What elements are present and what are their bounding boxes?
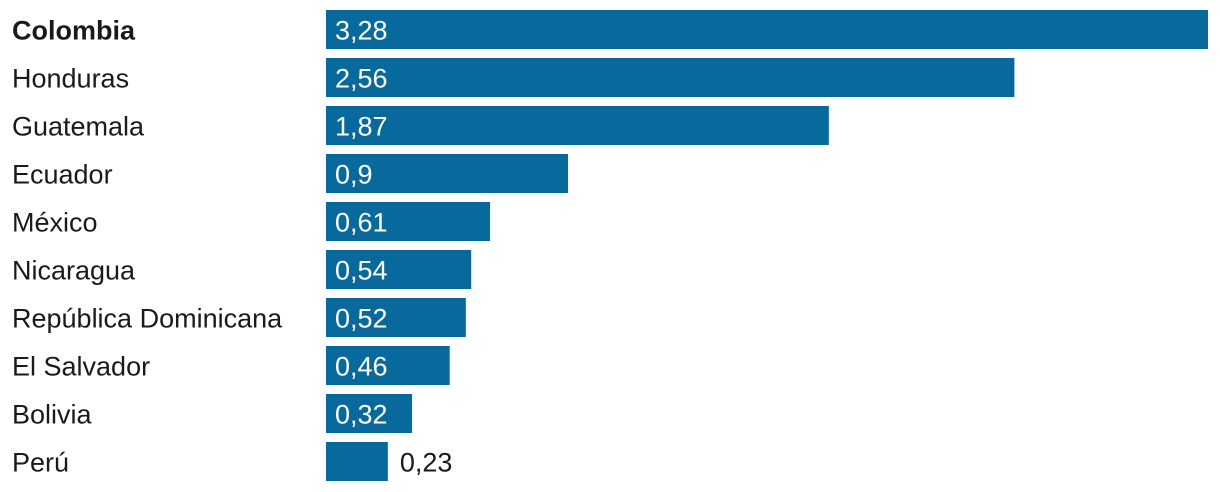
bar-row: Honduras 2,56 — [12, 58, 1015, 97]
bar-row: Nicaragua 0,54 — [12, 250, 472, 289]
category-label: Honduras — [12, 64, 129, 94]
value-label: 0,54 — [335, 256, 388, 286]
value-label: 0,9 — [335, 160, 373, 190]
bar-row: El Salvador 0,46 — [12, 346, 450, 385]
category-label: Bolivia — [12, 400, 93, 430]
value-label: 3,28 — [335, 16, 388, 46]
value-label: 0,46 — [335, 352, 388, 382]
value-label: 0,32 — [335, 400, 388, 430]
bar-row: Guatemala 1,87 — [12, 106, 829, 145]
category-label: Nicaragua — [12, 256, 136, 286]
bar-row: Bolivia 0,32 — [12, 394, 413, 433]
category-label: El Salvador — [12, 352, 150, 382]
value-label: 0,61 — [335, 208, 388, 238]
category-label: Perú — [12, 448, 69, 478]
bar — [326, 202, 491, 241]
category-label: República Dominicana — [12, 304, 283, 334]
bar — [326, 394, 413, 433]
bar — [326, 298, 466, 337]
bar-row: México 0,61 — [12, 202, 491, 241]
bar — [326, 58, 1015, 97]
value-label: 0,52 — [335, 304, 388, 334]
category-label: Guatemala — [12, 112, 145, 142]
bar — [326, 250, 472, 289]
bar — [326, 10, 1208, 49]
bar-row: República Dominicana 0,52 — [12, 298, 466, 337]
bar — [326, 154, 569, 193]
bar — [326, 106, 829, 145]
bar — [326, 346, 450, 385]
bar-row: Colombia 3,28 — [12, 10, 1208, 49]
category-label: Ecuador — [12, 160, 113, 190]
bar-row: Ecuador 0,9 — [12, 154, 569, 193]
value-label: 2,56 — [335, 64, 388, 94]
category-label: México — [12, 208, 98, 238]
value-label: 0,23 — [400, 448, 453, 478]
bar-row: Perú 0,23 — [12, 442, 452, 481]
bar — [326, 442, 388, 481]
category-label: Colombia — [12, 16, 136, 46]
value-label: 1,87 — [335, 112, 388, 142]
